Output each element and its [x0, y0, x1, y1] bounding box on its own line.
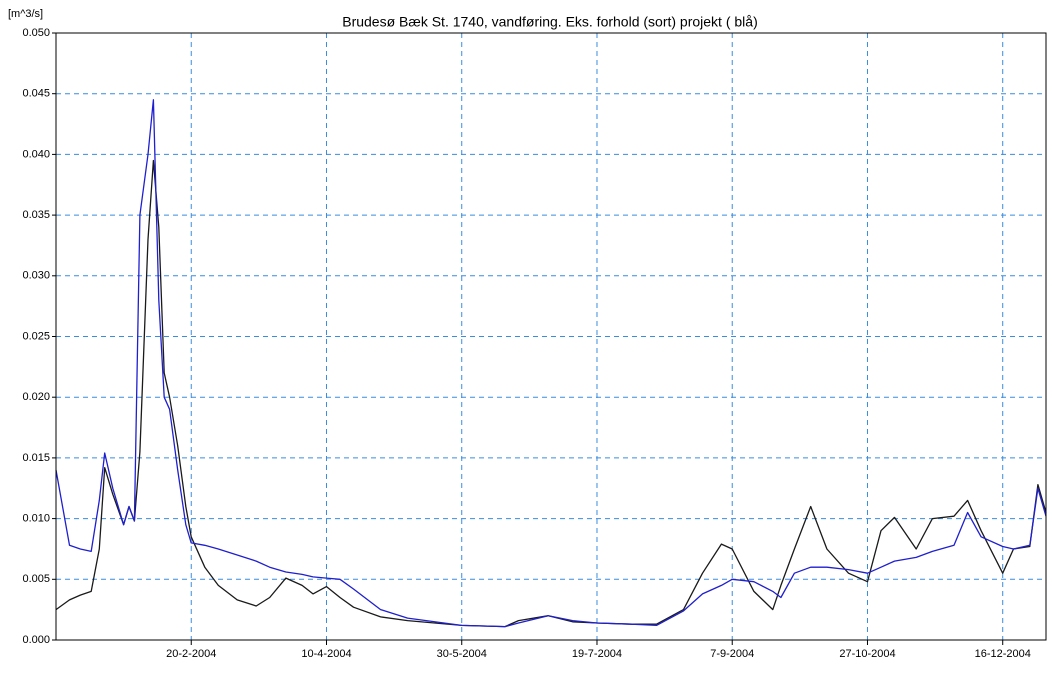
- x-tick-label: 7-9-2004: [710, 648, 754, 660]
- plot-frame: [55, 32, 1047, 641]
- y-tick-label: 0.040: [22, 148, 50, 160]
- x-tick-label: 27-10-2004: [839, 648, 895, 660]
- y-tick-label: 0.035: [22, 209, 50, 221]
- y-tick-label: 0.050: [22, 27, 50, 39]
- y-tick-label: 0.045: [22, 88, 50, 100]
- y-tick-label: 0.005: [22, 573, 50, 585]
- series-line: [55, 159, 1047, 628]
- y-tick-label: 0.030: [22, 270, 50, 282]
- y-tick-label: 0.025: [22, 330, 50, 342]
- y-tick-label: 0.010: [22, 513, 50, 525]
- series-line: [55, 99, 1047, 628]
- y-tick-label: 0.000: [22, 634, 50, 646]
- x-tick-label: 16-12-2004: [975, 648, 1031, 660]
- x-tick-label: 20-2-2004: [166, 648, 216, 660]
- chart-title: Brudesø Bæk St. 1740, vandføring. Eks. f…: [342, 14, 758, 30]
- x-tick-label: 10-4-2004: [301, 648, 351, 660]
- x-tick-label: 19-7-2004: [572, 648, 622, 660]
- y-tick-label: 0.020: [22, 391, 50, 403]
- y-axis-label: [m^3/s]: [8, 8, 43, 20]
- x-tick-label: 30-5-2004: [437, 648, 487, 660]
- y-tick-label: 0.015: [22, 452, 50, 464]
